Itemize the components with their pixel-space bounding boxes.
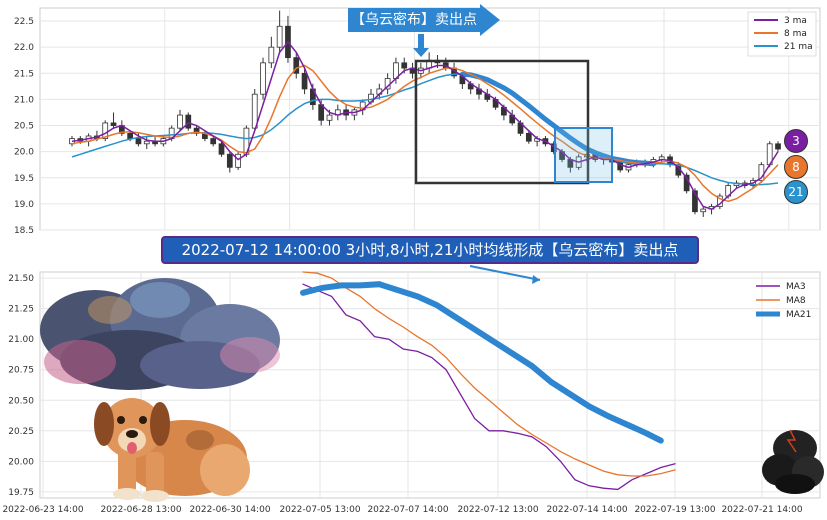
bottom-legend: MA3 MA8 MA21 (756, 282, 811, 320)
candlestick-chart: 18.5 19.0 19.5 20.0 20.5 21.0 21.5 22.0 22.5 3 m… (14, 7, 821, 236)
candle-body (251, 93, 258, 129)
down-arrow-icon (413, 34, 429, 57)
candle-body (700, 208, 707, 213)
legend-ma3: 3 ma (784, 16, 807, 26)
y-tick-label: 19.75 (8, 488, 34, 498)
legend-ma21: 21 ma (784, 42, 813, 52)
candle-body (293, 57, 300, 74)
x-tick-label: 2022-07-05 13:00 (279, 505, 360, 515)
y-tick-label: 21.25 (8, 305, 34, 315)
series-line-ma8 (302, 271, 676, 477)
candle-body (260, 62, 266, 95)
y-tick-label: 20.0 (14, 148, 34, 158)
y-tick-label: 19.5 (14, 174, 34, 184)
candle-body (110, 122, 117, 126)
x-tick-label: 2022-06-28 13:00 (100, 505, 181, 515)
x-tick-label: 2022-07-21 14:00 (721, 505, 802, 515)
y-tick-label: 21.50 (8, 274, 34, 284)
x-tick-label: 2022-07-07 14:00 (367, 505, 448, 515)
y-tick-label: 18.5 (14, 226, 34, 236)
series-line-ma3 (302, 283, 676, 491)
candle-body (401, 62, 408, 69)
series-line-ma21 (300, 281, 664, 444)
small-storm-cloud-icon (762, 429, 824, 494)
candle-body (226, 153, 233, 168)
dog-icon (94, 398, 250, 502)
top-legend: 3 ma 8 ma 21 ma (747, 11, 817, 57)
y-tick-label: 19.0 (14, 200, 34, 210)
legend-MA21: MA21 (786, 310, 811, 320)
y-tick-label: 20.75 (8, 366, 34, 376)
y-tick-label: 21.5 (14, 69, 34, 79)
legend-MA8: MA8 (786, 296, 806, 306)
candle-body (185, 114, 192, 129)
y-tick-label: 21.0 (14, 95, 34, 105)
ma3-line (71, 40, 779, 210)
x-tick-label: 2022-07-12 13:00 (457, 505, 538, 515)
candle-body (268, 46, 275, 64)
y-tick-label: 20.5 (14, 122, 34, 132)
y-tick-label: 20.00 (8, 457, 34, 467)
candle-body (143, 140, 150, 145)
trend-arrow-icon (469, 265, 541, 281)
dark-cloud-pattern-box (414, 59, 590, 185)
legend-ma8: 8 ma (784, 29, 807, 39)
ma8-badge: 8 (784, 155, 808, 179)
x-tick-label: 2022-07-19 13:00 (634, 505, 715, 515)
storm-cloud-icon (40, 278, 280, 390)
candle-body (326, 114, 333, 121)
candle-body (525, 132, 532, 142)
ma21-badge: 21 (784, 180, 808, 204)
y-tick-label: 20.50 (8, 396, 34, 406)
candle-body (692, 190, 698, 213)
callout-arrow-icon (480, 4, 500, 36)
x-tick-label: 2022-06-30 14:00 (189, 505, 270, 515)
candle-body (276, 25, 283, 48)
candle-body (210, 138, 217, 145)
candle-body (775, 143, 781, 150)
candle-body (177, 114, 183, 129)
sell-point-callout: 【乌云密布】卖出点 (348, 8, 480, 32)
y-tick-label: 22.5 (14, 17, 34, 27)
candle-body (102, 122, 109, 139)
x-tick-label: 2022-07-14 14:00 (546, 505, 627, 515)
candle-body (127, 132, 134, 139)
ma3-badge: 3 (784, 129, 808, 153)
y-tick-label: 22.0 (14, 43, 34, 53)
sell-point-highlight-box (554, 127, 613, 183)
candle-body (218, 143, 225, 155)
legend-MA3: MA3 (786, 282, 806, 292)
candle-body (235, 153, 241, 168)
signal-banner: 2022-07-12 14:00:00 3小时,8小时,21小时均线形成【乌云密… (161, 236, 699, 264)
ma8-line (71, 64, 779, 203)
candle-body (135, 138, 142, 145)
y-tick-label: 21.00 (8, 335, 34, 345)
candle-body (301, 72, 308, 90)
y-tick-label: 20.25 (8, 427, 34, 437)
x-tick-label: 2022-06-23 14:00 (2, 505, 83, 515)
